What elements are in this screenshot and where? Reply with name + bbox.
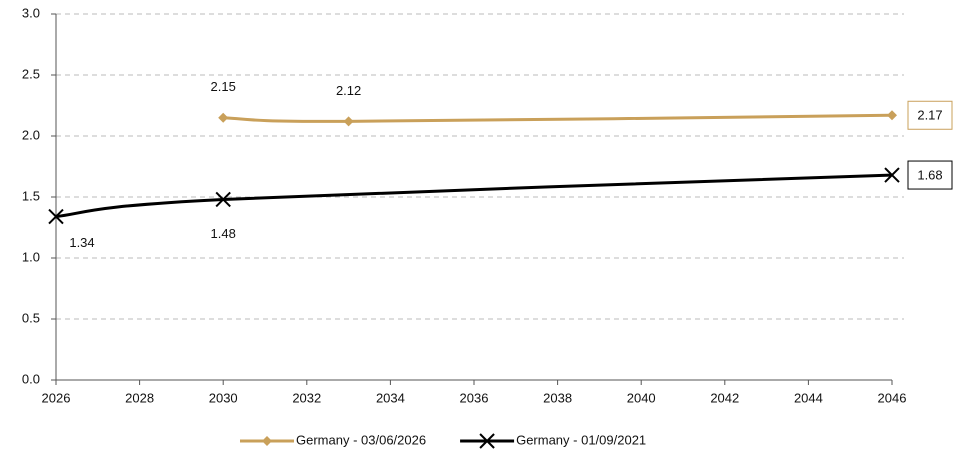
value-label: 1.68 [917, 167, 942, 182]
y-tick-label: 1.5 [22, 188, 40, 203]
y-tick-label: 0.0 [22, 371, 40, 386]
y-tick-label: 2.0 [22, 127, 40, 142]
value-label-box [907, 160, 953, 190]
point [343, 116, 354, 127]
series-line [223, 113, 893, 123]
value-label: 1.48 [211, 226, 236, 241]
legend-label: Germany - 01/09/2021 [516, 432, 646, 447]
x-tick-label: 2034 [376, 390, 405, 405]
value-label: 1.34 [69, 235, 94, 250]
x-tick-label: 2046 [878, 390, 907, 405]
x-tick-label: 2028 [125, 390, 154, 405]
legend-marker [262, 436, 272, 446]
x-tick-label: 2042 [710, 390, 739, 405]
point [215, 191, 231, 208]
legend-label: Germany - 03/06/2026 [296, 432, 426, 447]
value-label: 2.17 [917, 108, 942, 123]
series-line [55, 173, 893, 219]
value-label-box [907, 100, 953, 130]
value-label: 2.12 [336, 83, 361, 98]
y-tick-label: 2.5 [22, 66, 40, 81]
y-tick-label: 3.0 [22, 5, 40, 20]
x-tick-label: 2036 [460, 390, 489, 405]
legend-marker [479, 433, 495, 449]
x-tick-label: 2032 [292, 390, 321, 405]
point [218, 112, 229, 123]
value-label: 2.15 [211, 79, 236, 94]
y-tick-label: 1.0 [22, 249, 40, 264]
x-tick-label: 2040 [627, 390, 656, 405]
point [48, 208, 64, 225]
point [884, 167, 900, 183]
x-tick-label: 2044 [794, 390, 823, 405]
point [887, 110, 897, 121]
x-tick-label: 2030 [209, 390, 238, 405]
x-tick-label: 2026 [42, 390, 71, 405]
y-tick-label: 0.5 [22, 310, 40, 325]
x-tick-label: 2038 [543, 390, 572, 405]
